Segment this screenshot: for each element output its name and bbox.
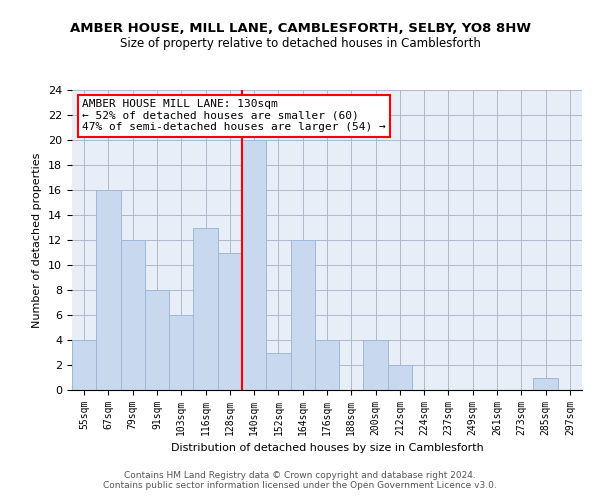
- Bar: [533, 378, 558, 390]
- Bar: [193, 228, 218, 390]
- Bar: [96, 190, 121, 390]
- Bar: [169, 315, 193, 390]
- Bar: [242, 140, 266, 390]
- Bar: [315, 340, 339, 390]
- Y-axis label: Number of detached properties: Number of detached properties: [32, 152, 43, 328]
- Text: Contains HM Land Registry data © Crown copyright and database right 2024.
Contai: Contains HM Land Registry data © Crown c…: [103, 470, 497, 490]
- Bar: [218, 252, 242, 390]
- Bar: [388, 365, 412, 390]
- Bar: [266, 352, 290, 390]
- Bar: [290, 240, 315, 390]
- Bar: [145, 290, 169, 390]
- Text: AMBER HOUSE, MILL LANE, CAMBLESFORTH, SELBY, YO8 8HW: AMBER HOUSE, MILL LANE, CAMBLESFORTH, SE…: [70, 22, 530, 36]
- Bar: [121, 240, 145, 390]
- Text: Size of property relative to detached houses in Camblesforth: Size of property relative to detached ho…: [119, 38, 481, 51]
- X-axis label: Distribution of detached houses by size in Camblesforth: Distribution of detached houses by size …: [170, 444, 484, 454]
- Bar: [364, 340, 388, 390]
- Bar: [72, 340, 96, 390]
- Text: AMBER HOUSE MILL LANE: 130sqm
← 52% of detached houses are smaller (60)
47% of s: AMBER HOUSE MILL LANE: 130sqm ← 52% of d…: [82, 99, 386, 132]
